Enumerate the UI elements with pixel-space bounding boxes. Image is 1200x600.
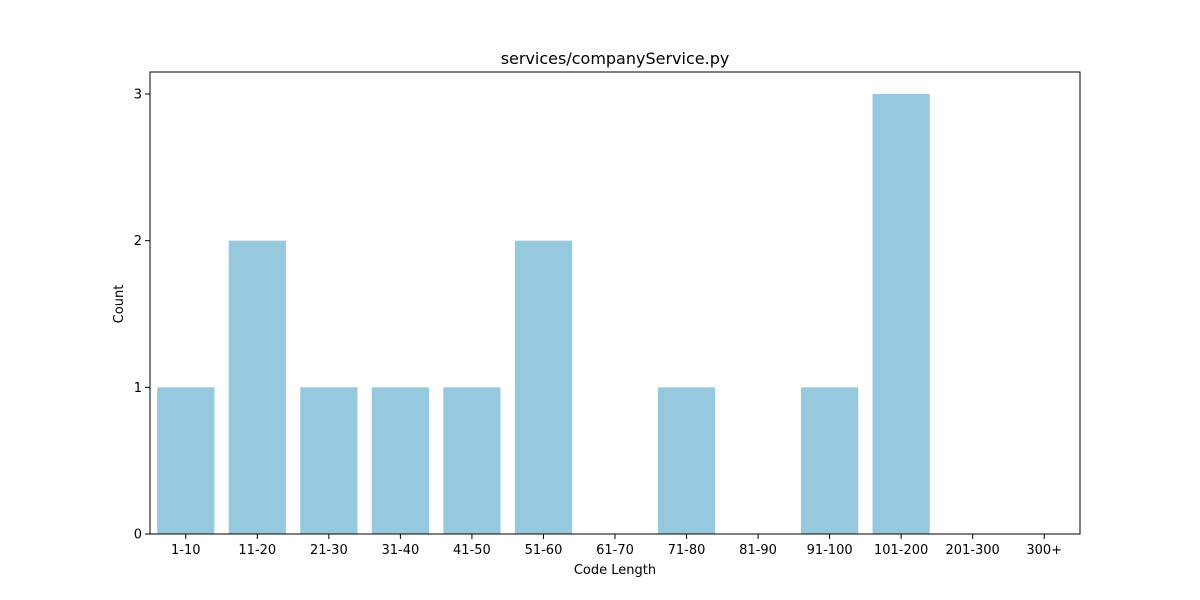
x-tick-label: 91-100 [807, 543, 853, 558]
bar-51-60 [514, 240, 573, 535]
bars-layer [157, 94, 930, 535]
y-tick-label: 1 [134, 381, 142, 396]
x-tick-label: 51-60 [525, 543, 563, 558]
x-tick-label: 1-10 [171, 543, 201, 558]
axes-layer [149, 71, 1081, 535]
x-tick-label: 101-200 [874, 543, 928, 558]
x-tick-label: 201-300 [946, 543, 1000, 558]
bar-101-200 [872, 94, 930, 534]
x-tick-label: 11-20 [238, 543, 276, 558]
x-axis-label: Code Length [574, 563, 656, 578]
chart-title: services/companyService.py [501, 49, 730, 68]
plot-frame [149, 71, 1081, 535]
y-tick-label: 2 [134, 234, 142, 249]
x-tick-label: 21-30 [310, 543, 348, 558]
x-tick-label: 300+ [1026, 543, 1062, 558]
bar-41-50 [443, 387, 501, 534]
bar-91-100 [801, 387, 859, 534]
bar-21-30 [300, 387, 358, 534]
y-axis-label: Count [112, 285, 127, 324]
x-tick-label: 41-50 [453, 543, 491, 558]
x-tick-label: 71-80 [668, 543, 706, 558]
y-tick-label: 3 [134, 88, 142, 103]
x-axis-ticks: 1-10 11-20 21-30 31-40 41-50 51-60 61-70 71-80 8… [171, 534, 1062, 558]
x-tick-label: 61-70 [596, 543, 634, 558]
x-tick-label: 31-40 [381, 543, 419, 558]
bar-31-40 [371, 387, 429, 534]
bar-11-20 [228, 240, 286, 535]
bar-71-80 [657, 387, 716, 534]
y-tick-label: 0 [134, 528, 142, 543]
bar-1-10 [157, 387, 215, 534]
y-axis-ticks: 0 1 2 3 [134, 88, 150, 543]
x-tick-label: 81-90 [739, 543, 777, 558]
